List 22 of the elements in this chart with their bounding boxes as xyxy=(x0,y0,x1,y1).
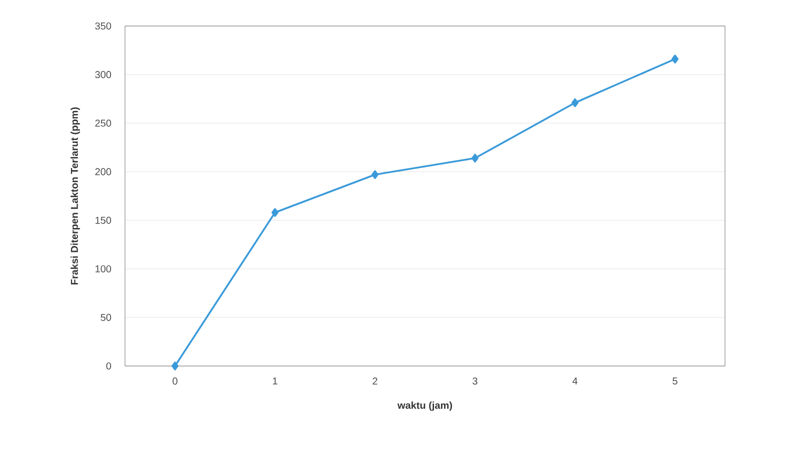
x-tick-label: 5 xyxy=(672,378,678,385)
point xyxy=(671,54,679,64)
point xyxy=(571,98,579,108)
x-tick-label: 1 xyxy=(272,378,278,384)
y-tick-label: 200 xyxy=(95,168,112,176)
point xyxy=(371,170,379,180)
x-tick-label: 2 xyxy=(372,378,378,385)
x-tick-label: 4 xyxy=(572,378,578,384)
point xyxy=(271,208,279,217)
point xyxy=(171,362,179,370)
x-tick-label: 0 xyxy=(172,378,178,385)
x-axis-title: waktu (jam) xyxy=(397,401,452,411)
y-tick-label: 350 xyxy=(95,22,112,30)
y-tick-label: 300 xyxy=(95,71,112,78)
y-tick-label: 250 xyxy=(95,120,112,127)
y-axis-title: Fraksi Diterpen Lakton Terlarut (ppm) xyxy=(70,107,80,284)
x-tick-label: 3 xyxy=(472,378,478,385)
y-tick-label: 150 xyxy=(96,216,112,224)
y-tick-label: 100 xyxy=(96,265,112,272)
y-tick-label: 0 xyxy=(106,362,112,370)
point xyxy=(471,154,479,163)
y-tick-label: 50 xyxy=(100,314,112,321)
